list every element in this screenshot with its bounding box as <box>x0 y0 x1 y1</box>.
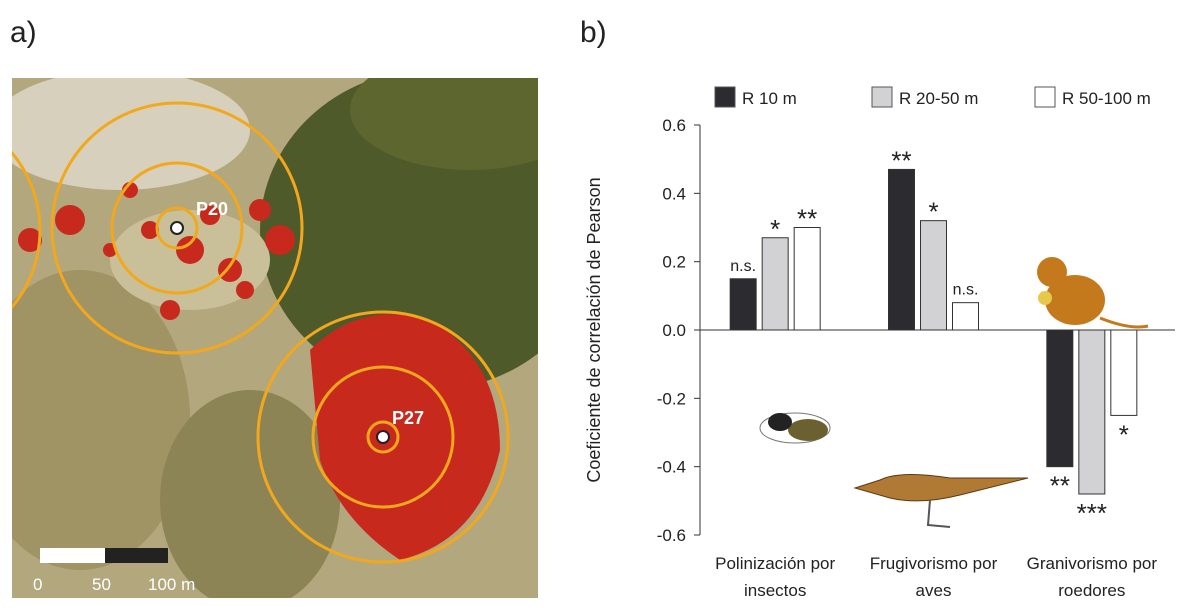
scale-label: 0 <box>33 575 42 594</box>
plot-label: P27 <box>392 408 424 428</box>
significance-label: * <box>1119 419 1129 449</box>
figure: a) b) <box>0 0 1193 608</box>
scale-label: 100 m <box>148 575 195 594</box>
x-tick-label: Frugivorismo por aves <box>859 550 1009 604</box>
plot-label: P20 <box>196 199 228 219</box>
legend-label: R 20-50 m <box>899 89 978 108</box>
significance-label: * <box>928 197 938 227</box>
aerial-map <box>0 50 600 608</box>
significance-label: ** <box>891 145 911 175</box>
significance-label: ** <box>1050 471 1070 501</box>
panel-label: b) <box>580 16 607 49</box>
legend-swatch <box>872 87 892 107</box>
significance-label: *** <box>1077 498 1107 528</box>
bar <box>1111 330 1137 415</box>
y-tick-label: 0.0 <box>662 321 686 340</box>
bar <box>1079 330 1105 494</box>
rodent <box>1037 257 1148 327</box>
bar <box>953 303 979 330</box>
bar <box>730 279 756 330</box>
bar <box>889 169 915 330</box>
chart: a) b) <box>0 0 1193 608</box>
y-tick-label: 0.4 <box>662 184 686 203</box>
significance-label: n.s. <box>730 258 756 275</box>
bar <box>1047 330 1073 467</box>
x-tick-label: Polinización por insectos <box>700 550 850 604</box>
significance-label: * <box>770 214 780 244</box>
y-axis-title: Coeficiente de correlación de Pearson <box>584 177 604 482</box>
y-tick-label: 0.2 <box>662 253 686 272</box>
bar <box>794 228 820 331</box>
bird <box>855 474 1028 527</box>
significance-label: n.s. <box>953 282 979 299</box>
x-tick-label: Granivorismo por roedores <box>1017 550 1167 604</box>
bar <box>762 238 788 330</box>
y-tick-label: -0.6 <box>657 526 686 545</box>
bar <box>921 221 947 330</box>
legend-label: R 50-100 m <box>1062 89 1151 108</box>
panel-label: a) <box>10 16 37 49</box>
significance-label: ** <box>797 204 817 234</box>
legend-swatch <box>1035 87 1055 107</box>
legend-label: R 10 m <box>742 89 797 108</box>
y-tick-label: -0.4 <box>657 458 686 477</box>
insect <box>760 413 830 443</box>
scale-label: 50 <box>92 575 111 594</box>
y-tick-label: -0.2 <box>657 389 686 408</box>
legend-swatch <box>715 87 735 107</box>
y-tick-label: 0.6 <box>662 116 686 135</box>
